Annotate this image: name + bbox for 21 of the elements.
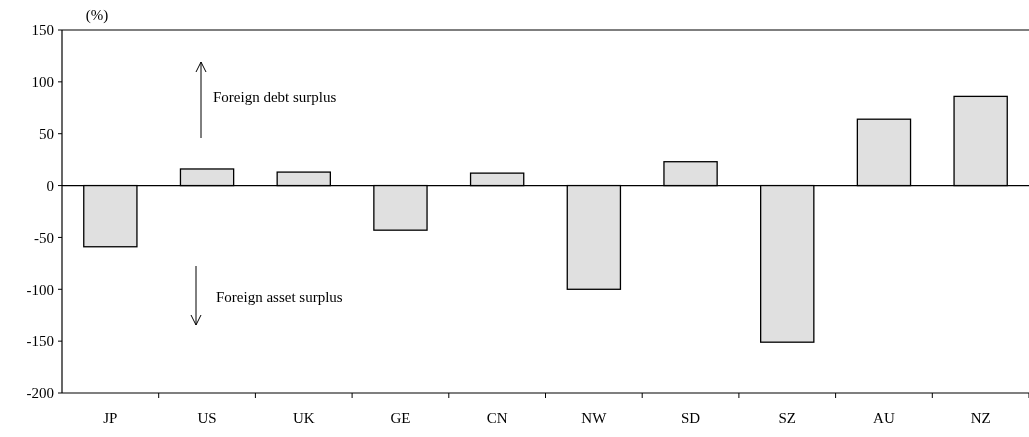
x-tick-label: CN xyxy=(486,410,508,426)
y-tick-label: 100 xyxy=(31,74,54,91)
x-tick-label: GE xyxy=(390,410,411,426)
x-tick-label: NW xyxy=(581,410,608,426)
x-tick-label: NZ xyxy=(970,410,991,426)
y-tick-label: -150 xyxy=(26,333,54,350)
annotation: Foreign asset surplus xyxy=(216,289,343,305)
x-tick-label: AU xyxy=(873,410,895,426)
x-tick-label: JP xyxy=(103,410,118,426)
x-tick-label: US xyxy=(197,410,217,426)
y-tick-label: 50 xyxy=(39,125,54,142)
y-tick-label: -100 xyxy=(26,281,54,298)
annotation: Foreign debt surplus xyxy=(213,89,337,105)
x-tick-label: SZ xyxy=(778,410,797,426)
y-tick-label: 150 xyxy=(31,22,54,39)
y-tick-label: 0 xyxy=(46,177,54,194)
y-tick-label: -50 xyxy=(34,229,54,246)
x-tick-label: UK xyxy=(292,410,315,426)
y-tick-label: -200 xyxy=(26,385,54,402)
x-tick-label: SD xyxy=(680,410,701,426)
y-axis-title: (%) xyxy=(85,7,109,24)
